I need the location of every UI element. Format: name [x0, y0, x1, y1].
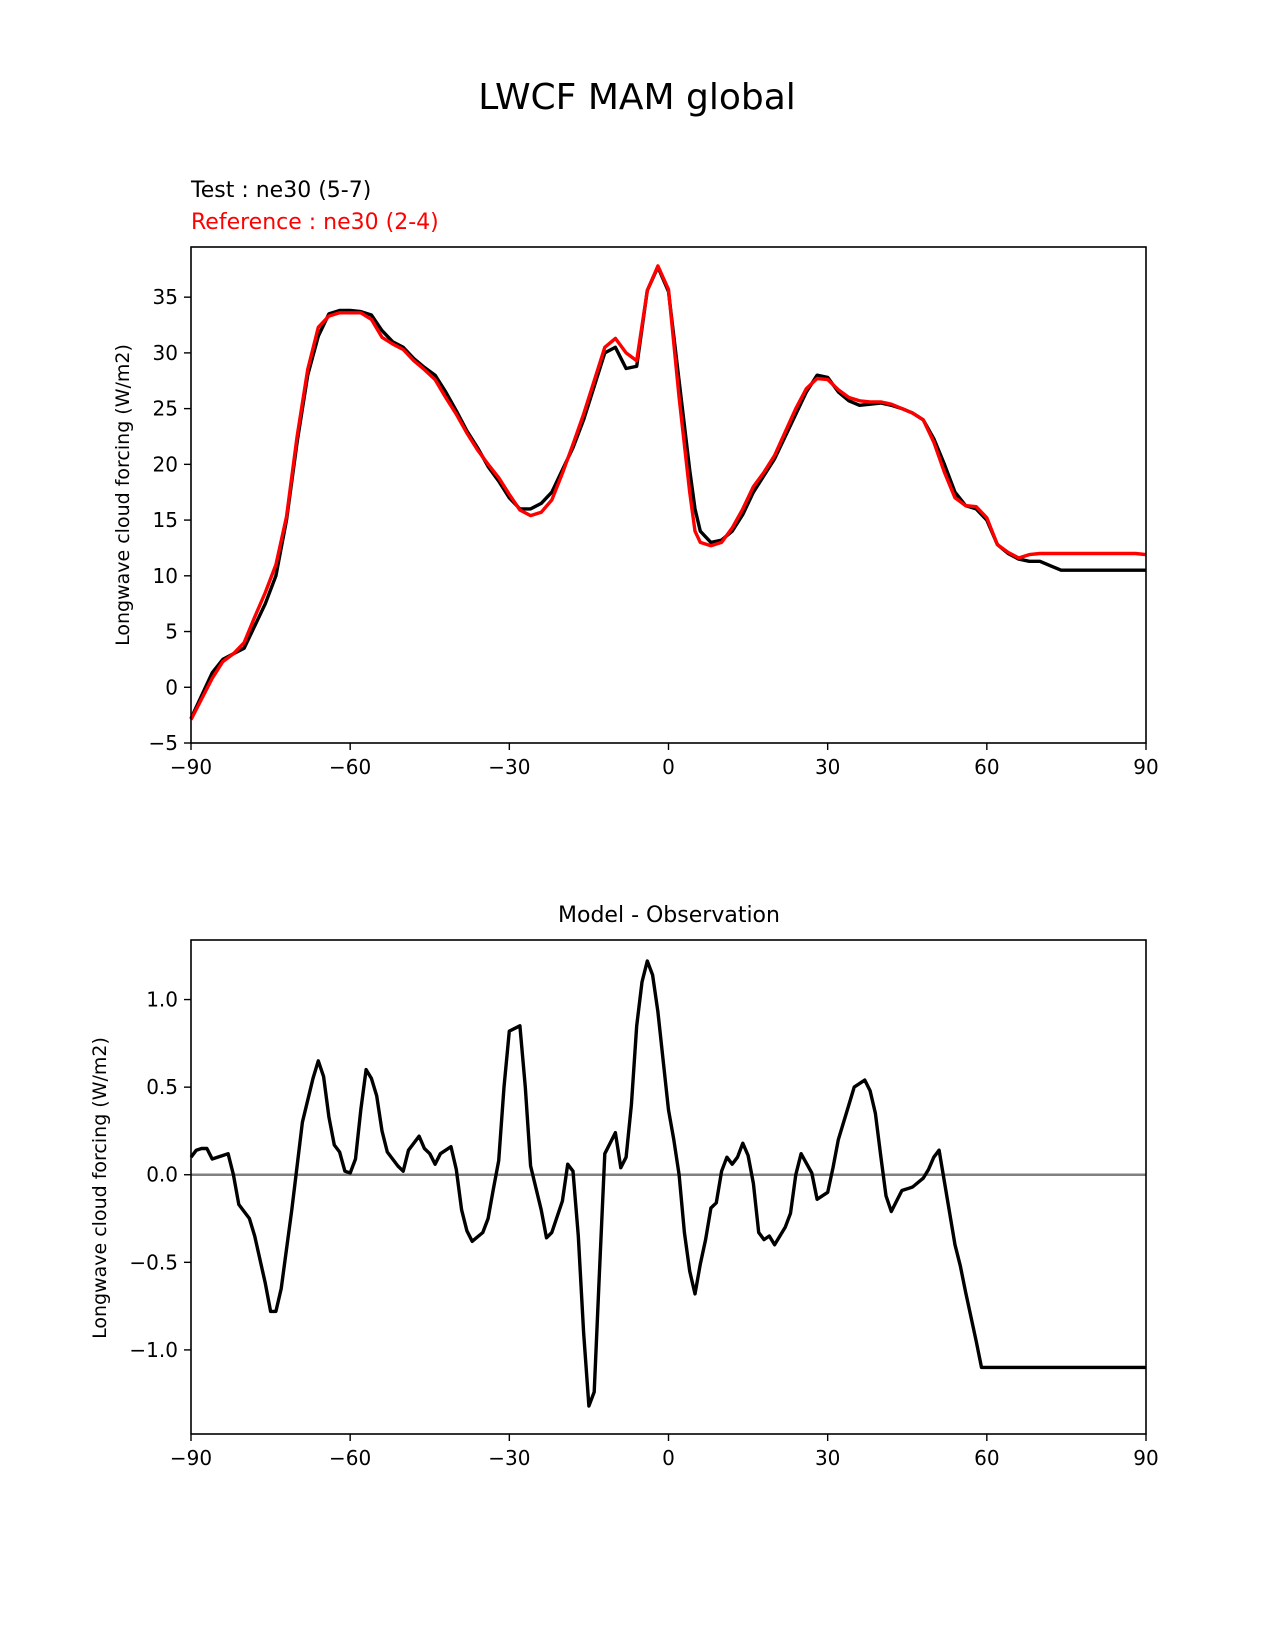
top-series-test-line	[189, 265, 1146, 720]
bottom-plot-frame	[190, 939, 1147, 1435]
bottom-x-tick-label: 30	[815, 1446, 840, 1470]
bottom-series-test-line	[189, 959, 1146, 1408]
legend-test: Test : ne30 (5-7)	[190, 178, 371, 203]
bottom-x-tick-label: −90	[170, 1446, 212, 1470]
bottom-x-tick-label: 90	[1133, 1446, 1158, 1470]
top-series-reference-line	[189, 264, 1147, 721]
top-plot-area: −90 −60 −30 0 30 60 90 −5 0 5 10 15 20 25 30 35	[149, 246, 1159, 779]
bottom-panel: Model - Observation Longwave cloud forci…	[89, 903, 1159, 1470]
bottom-x-tick-label: −60	[329, 1446, 371, 1470]
top-x-tick-label: 30	[815, 755, 840, 779]
top-y-tick-label: 10	[153, 564, 178, 588]
top-panel: Test : ne30 (5-7) Reference : ne30 (2-4)…	[112, 178, 1159, 779]
top-y-tick-label: −5	[149, 731, 178, 755]
top-y-tick-label: 35	[153, 285, 178, 309]
bottom-panel-title: Model - Observation	[558, 903, 780, 928]
top-x-tick-label: −30	[488, 755, 530, 779]
bottom-x-tick-label: −30	[488, 1446, 530, 1470]
bottom-y-tick-label: 0.5	[146, 1075, 178, 1099]
bottom-x-tick-label: 0	[662, 1446, 675, 1470]
top-x-tick-label: 0	[662, 755, 675, 779]
figure-title: LWCF MAM global	[478, 77, 796, 118]
top-y-tick-label: 15	[153, 508, 178, 532]
top-y-tick-label: 30	[153, 341, 178, 365]
bottom-x-tick-label: 60	[974, 1446, 999, 1470]
top-x-tick-label: 90	[1133, 755, 1158, 779]
bottom-y-tick-label: 0.0	[146, 1163, 178, 1187]
top-plot-frame	[190, 246, 1147, 744]
bottom-y-tick-label: −1.0	[129, 1338, 178, 1362]
top-y-tick-label: 5	[165, 620, 178, 644]
top-y-tick-label: 20	[153, 452, 178, 476]
bottom-y-tick-label: −0.5	[129, 1250, 178, 1274]
top-x-tick-label: −60	[329, 755, 371, 779]
top-x-tick-label: 60	[974, 755, 999, 779]
bottom-y-axis-label: Longwave cloud forcing (W/m2)	[89, 1037, 111, 1339]
top-y-tick-label: 0	[165, 675, 178, 699]
legend-reference: Reference : ne30 (2-4)	[191, 210, 439, 235]
top-x-tick-label: −90	[170, 755, 212, 779]
top-y-axis-label: Longwave cloud forcing (W/m2)	[112, 344, 134, 646]
bottom-plot-area: −90 −60 −30 0 30 60 90 −1.0 −0.5 0.0 0.5 1.0	[129, 939, 1159, 1470]
bottom-y-tick-label: 1.0	[146, 988, 178, 1012]
top-y-tick-label: 25	[153, 397, 178, 421]
